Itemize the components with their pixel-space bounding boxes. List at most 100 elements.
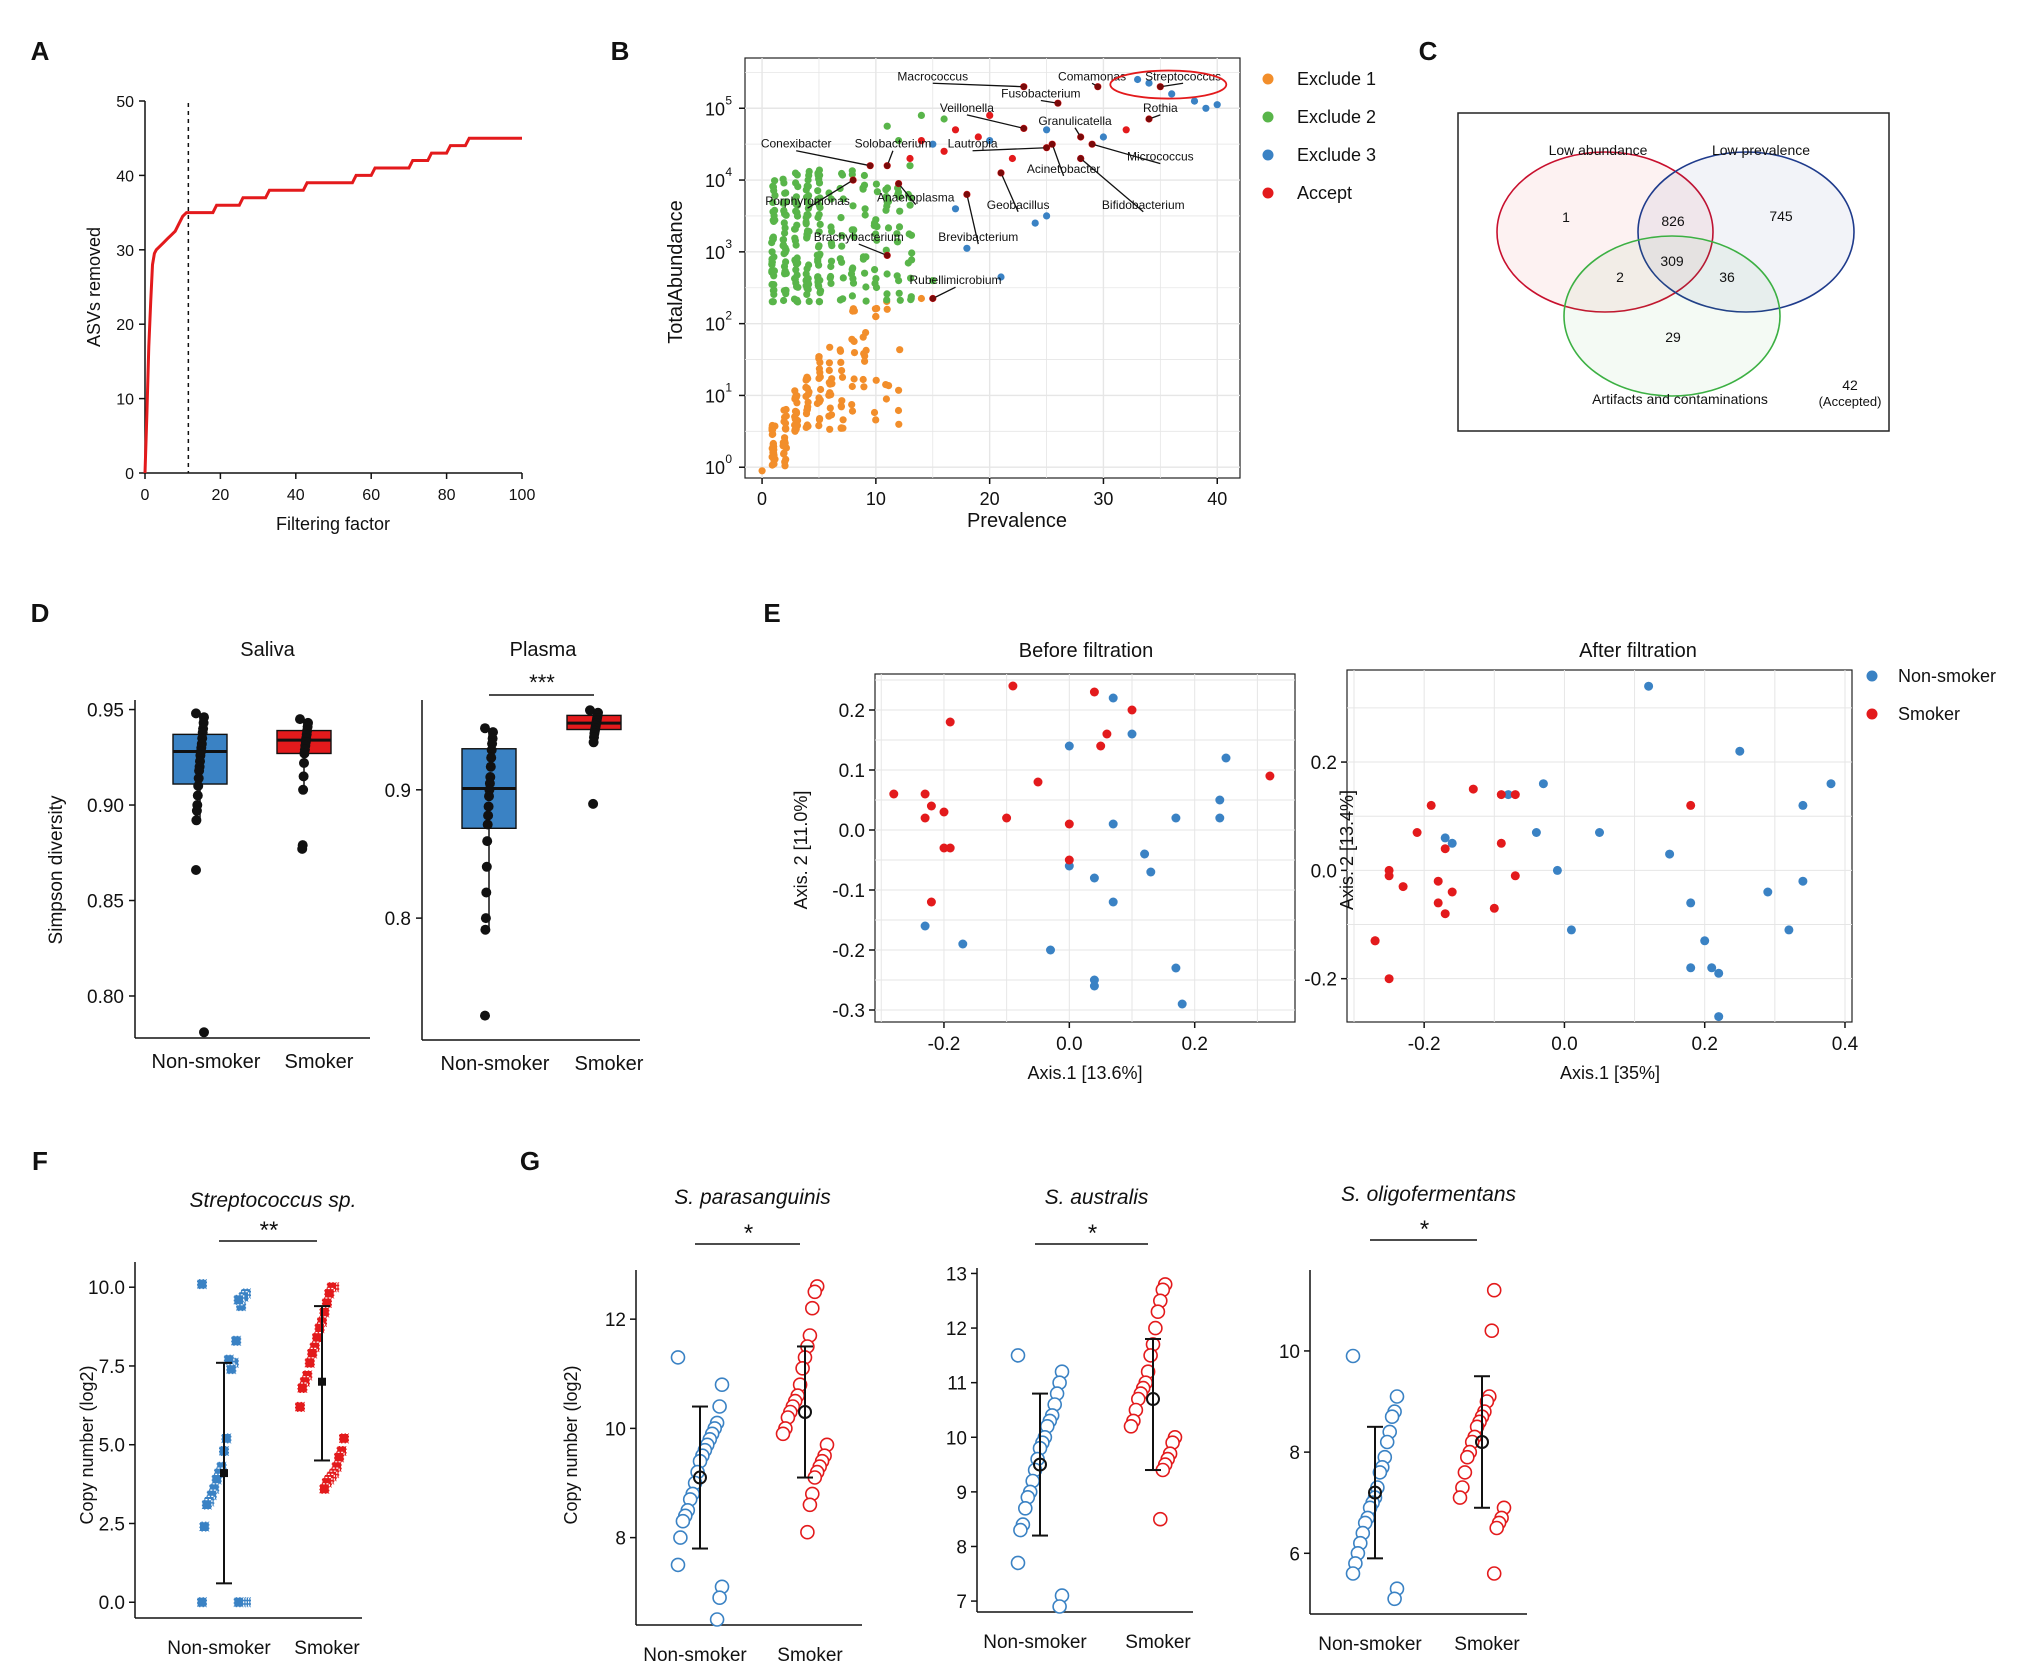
- data-point: [870, 222, 878, 230]
- data-point: [191, 805, 202, 816]
- legend-label: Smoker: [1898, 704, 1960, 724]
- panel-letter: E: [763, 598, 780, 628]
- taxon-label: Comamonas: [1058, 69, 1126, 83]
- data-point: [917, 294, 926, 303]
- data-point: [1043, 126, 1051, 134]
- data-point: [848, 382, 856, 391]
- legend-marker: [1262, 149, 1274, 161]
- y-tick-label: 13: [946, 1264, 967, 1285]
- data-point: [940, 115, 948, 123]
- y-tick-label: 0.9: [385, 781, 411, 802]
- panel-title: Saliva: [240, 639, 295, 661]
- data-point: [480, 1010, 490, 1021]
- y-tick-label: 9: [956, 1483, 967, 1504]
- taxon-label: Bifidobacterium: [1102, 198, 1185, 212]
- data-point: [793, 422, 801, 430]
- venn-count: 826: [1661, 213, 1685, 229]
- data-point: [894, 406, 903, 415]
- data-point: [848, 401, 856, 409]
- legend-label: Exclude 3: [1297, 145, 1376, 165]
- data-point: [220, 1432, 232, 1445]
- non-smoker-point: [1046, 945, 1055, 955]
- data-point: [816, 415, 824, 423]
- data-point: [839, 295, 847, 303]
- non-smoker-point: [1798, 800, 1808, 810]
- label-leader-line: [972, 147, 1047, 152]
- data-point: [1123, 1419, 1139, 1434]
- y-tick-label: 10: [946, 1428, 967, 1449]
- venn-count: 36: [1719, 269, 1735, 285]
- x-tick-label: 100: [509, 487, 536, 504]
- label-leader-line: [796, 150, 871, 167]
- non-smoker-point: [1531, 828, 1541, 837]
- y-axis-label: Axis. 2 [11.0%]: [791, 791, 811, 910]
- x-axis-label: Filtering factor: [276, 514, 390, 534]
- data-point: [861, 269, 869, 277]
- label-leader-line: [1080, 158, 1144, 213]
- category-label: Smoker: [1454, 1634, 1520, 1655]
- data-point: [709, 1612, 725, 1627]
- data-point: [951, 126, 960, 134]
- labeled-point: [997, 169, 1005, 177]
- data-point: [481, 887, 492, 898]
- data-point: [908, 256, 916, 264]
- data-point: [758, 467, 766, 475]
- data-point: [770, 267, 779, 275]
- smoker-point: [1008, 681, 1018, 691]
- data-point: [825, 412, 833, 420]
- panel-title: Plasma: [510, 639, 578, 661]
- data-point: [838, 242, 846, 250]
- smoker-point: [1370, 936, 1380, 946]
- smoker-point: [945, 843, 955, 853]
- data-point: [712, 1590, 727, 1605]
- data-point: [907, 231, 916, 239]
- data-point: [893, 238, 902, 246]
- data-point: [791, 196, 799, 204]
- data-point: [194, 765, 205, 776]
- data-point: [298, 771, 309, 782]
- data-point: [826, 389, 834, 397]
- smoker-point: [1089, 687, 1099, 697]
- y-tick-exponent: 0: [725, 452, 732, 466]
- smoker-point: [1433, 898, 1443, 908]
- smoker-point: [1265, 771, 1275, 781]
- y-tick-label: 8: [956, 1537, 967, 1558]
- non-smoker-point: [1171, 963, 1181, 973]
- data-point: [323, 1287, 335, 1300]
- data-point: [769, 183, 778, 191]
- data-point: [895, 137, 903, 145]
- data-point: [792, 393, 800, 401]
- label-leader-line: [807, 179, 854, 209]
- labeled-point: [1049, 141, 1056, 148]
- legend-marker: [1262, 111, 1274, 123]
- data-point: [481, 861, 492, 872]
- y-tick-label: 12: [605, 1310, 626, 1331]
- category-label: Non-smoker: [983, 1632, 1087, 1653]
- data-point: [792, 260, 801, 268]
- data-point: [906, 154, 914, 163]
- data-point: [895, 386, 903, 394]
- category-label: Smoker: [777, 1645, 843, 1666]
- non-smoker-point: [1784, 925, 1794, 935]
- data-point: [769, 208, 777, 216]
- venn-circle-artifacts: [1563, 235, 1781, 397]
- data-point: [849, 264, 857, 272]
- data-point: [1345, 1348, 1361, 1364]
- data-point: [882, 381, 890, 389]
- data-point: [480, 924, 491, 935]
- data-point: [827, 239, 836, 247]
- taxon-label: Brachybacterium: [814, 230, 904, 244]
- non-smoker-point: [958, 939, 968, 949]
- data-point: [193, 773, 204, 784]
- data-point: [1190, 97, 1199, 105]
- x-tick-label: 0.4: [1832, 1034, 1859, 1055]
- data-point: [850, 337, 858, 345]
- data-point: [791, 427, 799, 435]
- data-point: [803, 234, 811, 242]
- data-point: [299, 758, 309, 768]
- panel-f-strip-plot: 0.0 2.5 5.0 7.5 10.0 Non-smoker Smoker Streptoc…: [77, 1189, 362, 1659]
- category-label: Non-smoker: [152, 1051, 261, 1073]
- data-point: [1489, 1520, 1504, 1536]
- data-point: [1460, 1449, 1475, 1465]
- data-point: [838, 171, 847, 179]
